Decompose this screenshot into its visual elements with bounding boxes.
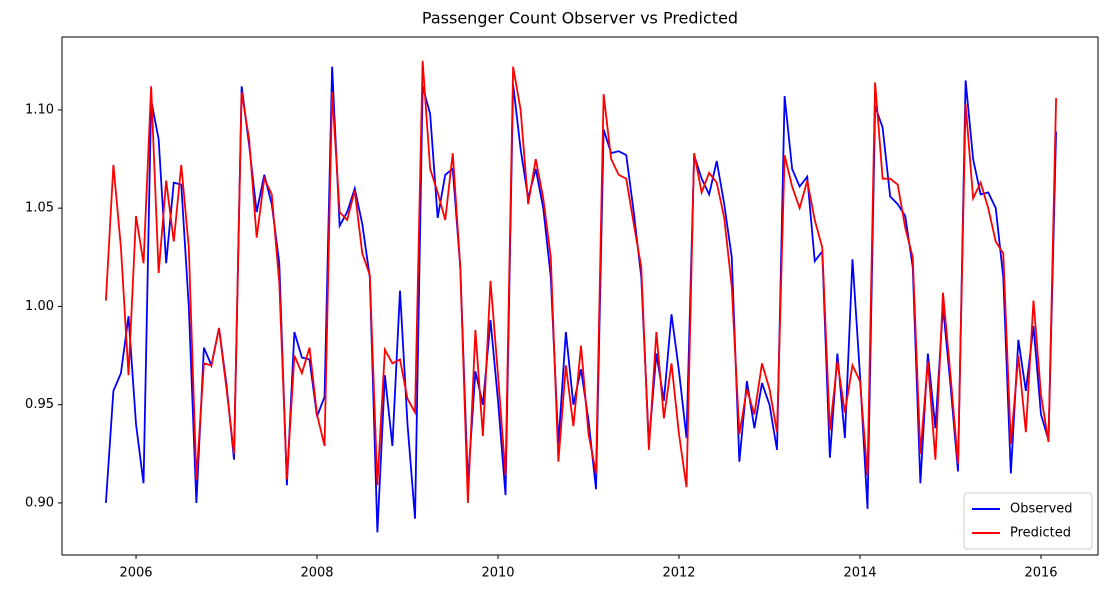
y-tick-label: 0.95 xyxy=(25,397,54,412)
plot-frame xyxy=(61,36,1099,556)
x-tick-label: 2010 xyxy=(481,566,514,581)
y-tick-label: 0.90 xyxy=(25,495,54,510)
series-line xyxy=(104,66,1057,533)
x-tick-label: 2012 xyxy=(662,566,695,581)
chart-title: Passenger Count Observer vs Predicted xyxy=(422,9,738,28)
legend-box xyxy=(963,492,1093,550)
x-tick-label: 2008 xyxy=(300,566,333,581)
x-tick-label: 2014 xyxy=(843,566,876,581)
y-tick-label: 1.10 xyxy=(25,102,54,117)
legend-label: Observed xyxy=(1010,502,1073,517)
y-tick-label: 1.00 xyxy=(25,299,54,314)
x-tick-label: 2016 xyxy=(1024,566,1057,581)
legend-label: Predicted xyxy=(1010,526,1071,541)
y-tick-label: 1.05 xyxy=(25,201,54,216)
series-line xyxy=(104,60,1057,503)
x-tick-label: 2006 xyxy=(119,566,152,581)
